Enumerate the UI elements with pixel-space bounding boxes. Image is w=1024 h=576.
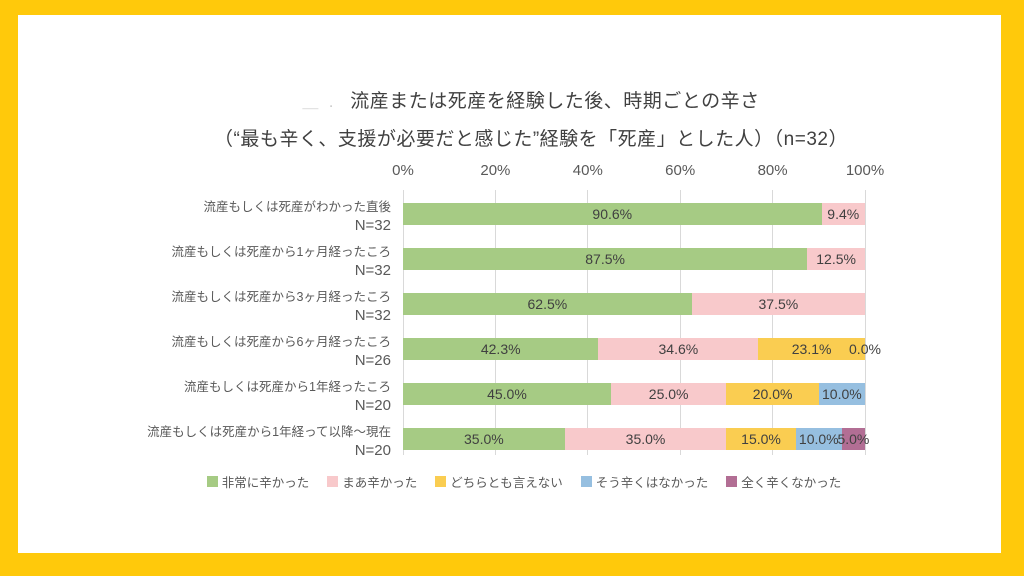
- bar-segment: 20.0%: [726, 383, 819, 405]
- stacked-bar-row: 42.3% 34.6% 23.1% 0.0%: [403, 338, 881, 360]
- legend-item: まあ辛かった: [327, 472, 417, 491]
- bar-segment: 34.6%: [598, 338, 759, 360]
- legend-label: 全く辛くなかった: [741, 476, 842, 490]
- chart-title-line1: ＿ . 流産または死産を経験した後、時期ごとの辛さ: [38, 86, 1024, 113]
- slide-panel: [18, 15, 1001, 553]
- x-axis-tick: 40%: [572, 162, 603, 179]
- bar-segment-value: 23.1%: [791, 341, 832, 357]
- bar-segment-value: 12.5%: [816, 251, 856, 267]
- bar-segment-value: 35.0%: [463, 431, 504, 447]
- bar-segment: 25.0%: [610, 383, 727, 405]
- legend-item: 全く辛くなかった: [726, 472, 841, 491]
- stacked-bar-row: 62.5% 37.5%: [403, 293, 865, 315]
- x-axis-tick: 60%: [665, 162, 696, 179]
- gridline: [679, 190, 681, 455]
- bar-segment: 5.0%: [837, 428, 869, 450]
- bar-segment: 9.4%: [821, 203, 865, 225]
- stacked-bar-row: 35.0% 35.0% 15.0% 10.0% 5.0%: [403, 428, 869, 450]
- bar-segment-value: 10.0%: [798, 431, 839, 447]
- bar-segment-value: 87.5%: [585, 251, 625, 267]
- bar-segment: 35.0%: [564, 428, 727, 450]
- x-axis: 0% 20% 40% 60% 80% 100%: [392, 162, 884, 182]
- x-axis-tick: 100%: [845, 162, 885, 179]
- category-label: 流産もしくは死産から1ヶ月経ったころ N=32: [11, 244, 391, 280]
- bar-segment-value: 90.6%: [592, 206, 633, 222]
- bar-segment: 10.0%: [795, 428, 842, 450]
- legend: 非常に辛かった まあ辛かった どちらとも言えない そう辛くはなかった 全く辛くなかった: [24, 472, 1024, 491]
- bar-segment: 10.0%: [818, 383, 865, 405]
- bar-segment-value: 0.0%: [849, 341, 881, 357]
- bar-segment-value: 35.0%: [625, 431, 666, 447]
- category-label: 流産もしくは死産から6ヶ月経ったころ N=26: [11, 334, 391, 370]
- bar-segment: 37.5%: [691, 293, 865, 315]
- bar-segment-value: 62.5%: [527, 296, 568, 312]
- category-n-value: N=32: [354, 307, 391, 324]
- gridline: [494, 190, 496, 455]
- stacked-bar-row: 45.0% 25.0% 20.0% 10.0%: [403, 383, 865, 405]
- bar-segment: 87.5%: [403, 248, 808, 270]
- category-n-value: N=20: [354, 397, 391, 414]
- x-axis-tick: 20%: [480, 162, 511, 179]
- gridline: [587, 190, 589, 455]
- bar-segment: 35.0%: [403, 428, 565, 450]
- bar-segment-value: 10.0%: [822, 386, 862, 402]
- stacked-bar-row: 90.6% 9.4%: [403, 203, 865, 225]
- legend-swatch: [435, 476, 447, 487]
- category-label-text: 流産もしくは死産から1年経ったころ: [184, 380, 391, 394]
- legend-item: 非常に辛かった: [206, 472, 310, 491]
- legend-label: 非常に辛かった: [221, 476, 310, 490]
- bar-segment-value: 25.0%: [648, 386, 689, 402]
- category-label-text: 流産もしくは死産から6ヶ月経ったころ: [171, 335, 391, 349]
- legend-swatch: [580, 476, 592, 487]
- legend-swatch: [726, 476, 738, 487]
- bar-segment: 23.1%: [758, 338, 865, 360]
- bar-segment: 62.5%: [403, 293, 692, 315]
- bar-segment-value: 42.3%: [480, 341, 521, 357]
- category-n-value: N=26: [354, 352, 391, 369]
- bar-segment: 12.5%: [807, 248, 865, 270]
- bar-segment: 15.0%: [726, 428, 796, 450]
- category-label-text: 流産もしくは死産から1ヶ月経ったころ: [171, 245, 391, 259]
- x-axis-tick: 0%: [392, 162, 414, 179]
- category-label: 流産もしくは死産から1年経ったころ N=20: [11, 379, 391, 415]
- bar-segment-value: 37.5%: [758, 296, 799, 312]
- bar-segment-value: 5.0%: [837, 431, 870, 447]
- legend-label: そう辛くはなかった: [595, 476, 709, 490]
- bar-segment: 42.3%: [403, 338, 599, 360]
- plot-area: 90.6% 9.4% 87.5% 12.5% 62.5% 37.5% 42.3% 34.6% 2…: [402, 190, 881, 455]
- legend-item: どちらとも言えない: [435, 472, 563, 491]
- gridline: [402, 190, 404, 455]
- legend-label: まあ辛かった: [342, 476, 418, 490]
- category-labels: 流産もしくは死産がわかった直後 N=32 流産もしくは死産から1ヶ月経ったころ N=3…: [0, 190, 397, 459]
- chart-title-text: 流産または死産を経験した後、時期ごとの辛さ: [350, 91, 760, 112]
- legend-label: どちらとも言えない: [450, 476, 563, 490]
- legend-item: そう辛くはなかった: [580, 472, 709, 491]
- category-label: 流産もしくは死産から3ヶ月経ったころ N=32: [11, 289, 391, 325]
- category-n-value: N=32: [354, 262, 391, 279]
- bar-segment-value: 45.0%: [487, 386, 527, 402]
- bar-segment-value: 20.0%: [752, 386, 793, 402]
- category-n-value: N=20: [354, 442, 391, 459]
- category-label: 流産もしくは死産から1年経って以降～現在 N=20: [11, 424, 391, 460]
- bar-segment-value: 15.0%: [741, 431, 781, 447]
- gridline: [772, 190, 774, 455]
- bar-segment: 45.0%: [403, 383, 611, 405]
- chart-title-line2: （“最も辛く、支援が必要だと感じた”経験を「死産」とした人）（n=32）: [214, 129, 848, 150]
- category-n-value: N=32: [354, 217, 391, 234]
- stacked-bar-row: 87.5% 12.5%: [403, 248, 865, 270]
- legend-swatch: [206, 476, 218, 487]
- category-label-text: 流産もしくは死産がわかった直後: [203, 200, 391, 214]
- bar-segment-value: 34.6%: [658, 341, 699, 357]
- category-label-text: 流産もしくは死産から3ヶ月経ったころ: [171, 290, 391, 304]
- bar-segment: 90.6%: [403, 203, 822, 225]
- x-axis-tick: 80%: [757, 162, 788, 179]
- category-label-text: 流産もしくは死産から1年経って以降～現在: [147, 425, 391, 439]
- bar-segment-value: 9.4%: [827, 206, 860, 222]
- redacted-figure-label: ＿ .: [302, 94, 337, 111]
- legend-swatch: [327, 476, 339, 487]
- category-label: 流産もしくは死産がわかった直後 N=32: [11, 199, 391, 235]
- gridline: [864, 190, 866, 455]
